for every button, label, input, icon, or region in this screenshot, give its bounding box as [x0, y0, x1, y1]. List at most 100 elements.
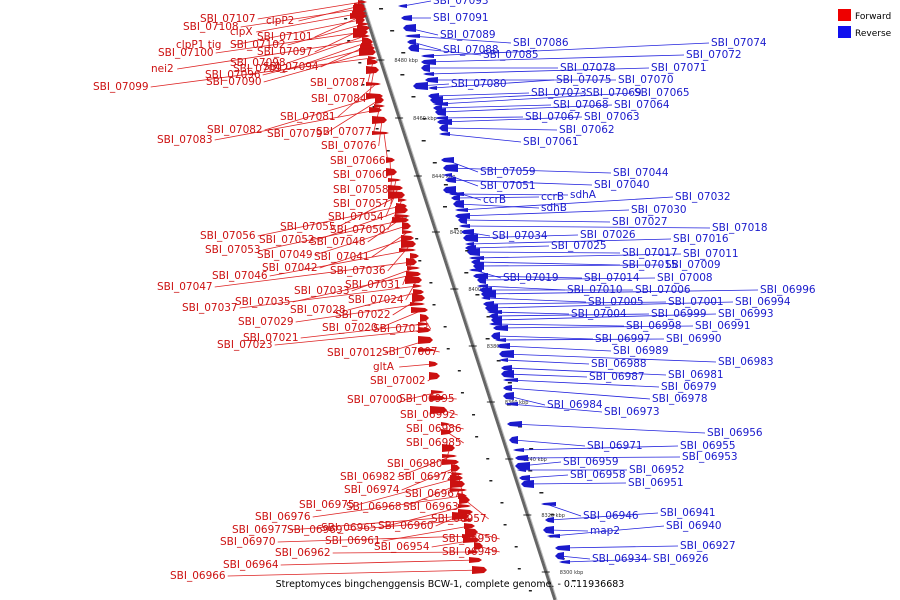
reverse-gene-label[interactable]: SBI_07004: [571, 308, 627, 320]
forward-gene-label[interactable]: SBI_06960: [378, 520, 434, 532]
reverse-gene-label[interactable]: SBI_07026: [580, 229, 636, 241]
forward-gene-label[interactable]: SBI_07029: [238, 316, 294, 328]
forward-gene-label[interactable]: SBI_07000: [347, 394, 403, 406]
forward-gene-label[interactable]: SBI_07101: [257, 31, 313, 43]
forward-gene-label[interactable]: SBI_07047: [157, 281, 213, 293]
forward-gene-label[interactable]: clpP1 tig: [176, 39, 221, 51]
reverse-gene-label[interactable]: SBI_07005: [588, 296, 644, 308]
reverse-gene-label[interactable]: SBI_07025: [551, 240, 607, 252]
reverse-gene-label[interactable]: SBI_07085: [483, 49, 539, 61]
reverse-gene-label[interactable]: SBI_07075: [556, 74, 612, 86]
reverse-gene-label[interactable]: SBI_07018: [712, 222, 768, 234]
forward-gene-label[interactable]: SBI_07054: [328, 211, 384, 223]
reverse-gene-label[interactable]: SBI_06996: [760, 284, 816, 296]
forward-gene-label[interactable]: SBI_06970: [220, 536, 276, 548]
forward-gene-label[interactable]: SBI_07036: [330, 265, 386, 277]
forward-gene-label[interactable]: gltA: [373, 361, 395, 373]
reverse-gene-label[interactable]: SBI_07019: [503, 272, 559, 284]
forward-gene-label[interactable]: SBI_07107: [200, 13, 256, 25]
forward-gene-label[interactable]: SBI_06975: [299, 499, 355, 511]
forward-gene-label[interactable]: SBI_07102: [230, 39, 286, 51]
forward-gene-label[interactable]: SBI_07096: [205, 69, 261, 81]
reverse-gene-label[interactable]: ccrB: [483, 194, 506, 206]
forward-gene-label[interactable]: SBI_06992: [400, 409, 456, 421]
forward-gene-label[interactable]: SBI_07060: [333, 169, 389, 181]
forward-gene-label[interactable]: SBI_07079: [267, 128, 323, 140]
reverse-gene-label[interactable]: SBI_06994: [735, 296, 791, 308]
forward-gene-label[interactable]: SBI_06969: [287, 524, 343, 536]
forward-gene-label[interactable]: SBI_07020: [322, 322, 378, 334]
forward-gene-label[interactable]: SBI_07037: [182, 302, 238, 314]
forward-gene-label[interactable]: SBI_07099: [93, 81, 149, 93]
reverse-gene-label[interactable]: SBI_07009: [665, 259, 721, 271]
forward-gene-label[interactable]: SBI_06995: [399, 393, 455, 405]
reverse-gene-label[interactable]: SBI_06959: [563, 456, 619, 468]
reverse-gene-label[interactable]: SBI_07016: [673, 233, 729, 245]
reverse-gene-label[interactable]: SBI_07008: [657, 272, 713, 284]
reverse-gene-label[interactable]: SBI_06988: [591, 358, 647, 370]
reverse-gene-label[interactable]: SBI_07001: [668, 296, 724, 308]
forward-gene-label[interactable]: SBI_07076: [321, 140, 377, 152]
reverse-gene-label[interactable]: SBI_07030: [631, 204, 687, 216]
reverse-gene-label[interactable]: SBI_06946: [583, 510, 639, 522]
reverse-gene-label[interactable]: SBI_07067: [525, 111, 581, 123]
forward-gene-label[interactable]: SBI_06962: [275, 547, 331, 559]
forward-gene-label[interactable]: SBI_07048: [310, 236, 366, 248]
reverse-gene-label[interactable]: SBI_06999: [651, 308, 707, 320]
reverse-gene-label[interactable]: SBI_06998: [626, 320, 682, 332]
reverse-gene-label[interactable]: SBI_07062: [559, 124, 615, 136]
forward-gene-label[interactable]: SBI_07100: [158, 47, 214, 59]
forward-gene-label[interactable]: SBI_06982: [340, 471, 396, 483]
reverse-gene-label[interactable]: SBI_06940: [666, 520, 722, 532]
forward-gene-label[interactable]: SBI_07108: [183, 21, 239, 33]
forward-gene-label[interactable]: SBI_06949: [442, 546, 498, 558]
forward-gene-label[interactable]: SBI_07053: [205, 244, 261, 256]
forward-gene-label[interactable]: SBI_07022: [335, 309, 391, 321]
reverse-gene-label[interactable]: SBI_06991: [695, 320, 751, 332]
reverse-gene-label[interactable]: SBI_07071: [651, 62, 707, 74]
forward-gene-label[interactable]: SBI_07031: [345, 279, 401, 291]
reverse-gene-label[interactable]: SBI_06989: [613, 345, 669, 357]
forward-gene-label[interactable]: SBI_07035: [235, 296, 291, 308]
forward-gene-label[interactable]: SBI_07002: [370, 375, 426, 387]
forward-gene-label[interactable]: SBI_06972: [398, 471, 454, 483]
reverse-gene-label[interactable]: SBI_06993: [718, 308, 774, 320]
reverse-gene-label[interactable]: SBI_07034: [492, 230, 548, 242]
forward-gene-label[interactable]: SBI_07049: [257, 249, 313, 261]
reverse-gene-label[interactable]: SBI_07006: [635, 284, 691, 296]
forward-gene-label[interactable]: SBI_07056: [200, 230, 256, 242]
reverse-gene-label[interactable]: SBI_06981: [668, 369, 724, 381]
forward-gene-label[interactable]: SBI_07077: [316, 126, 372, 138]
reverse-gene-label[interactable]: SBI_07068: [553, 99, 609, 111]
forward-gene-label[interactable]: SBI_06961: [325, 535, 381, 547]
reverse-gene-label[interactable]: SBI_07093: [433, 0, 489, 7]
reverse-gene-label[interactable]: SBI_06978: [652, 393, 708, 405]
reverse-gene-label[interactable]: SBI_07040: [594, 179, 650, 191]
forward-gene-label[interactable]: SBI_07083: [157, 134, 213, 146]
forward-gene-label[interactable]: SBI_07050: [330, 224, 386, 236]
reverse-gene-label[interactable]: SBI_06926: [653, 553, 709, 565]
reverse-gene-label[interactable]: SBI_07089: [440, 29, 496, 41]
forward-gene-label[interactable]: SBI_07021: [243, 332, 299, 344]
reverse-gene-label[interactable]: SBI_06934: [592, 553, 648, 565]
reverse-gene-label[interactable]: SBI_06953: [682, 451, 738, 463]
forward-gene-label[interactable]: SBI_07084: [311, 93, 367, 105]
forward-gene-label[interactable]: SBI_06974: [344, 484, 400, 496]
forward-gene-label[interactable]: SBI_07033: [294, 285, 350, 297]
forward-gene-label[interactable]: SBI_07023: [217, 339, 273, 351]
reverse-gene-label[interactable]: SBI_07044: [613, 167, 669, 179]
reverse-gene-label[interactable]: SBI_07072: [686, 49, 742, 61]
reverse-gene-label[interactable]: SBI_06956: [707, 427, 763, 439]
forward-gene-label[interactable]: SBI_07046: [212, 270, 268, 282]
reverse-gene-label[interactable]: ccrB: [541, 191, 564, 203]
reverse-gene-label[interactable]: SBI_07064: [614, 99, 670, 111]
forward-gene-label[interactable]: SBI_07090: [206, 76, 262, 88]
reverse-gene-label[interactable]: SBI_07080: [451, 78, 507, 90]
forward-gene-label[interactable]: SBI_07055: [280, 221, 336, 233]
forward-gene-label[interactable]: SBI_06965: [321, 522, 377, 534]
reverse-gene-label[interactable]: SBI_07069: [586, 87, 642, 99]
reverse-gene-label[interactable]: SBI_07088: [443, 44, 499, 56]
forward-gene-label[interactable]: SBI_06963: [403, 501, 459, 513]
reverse-gene-label[interactable]: SBI_06927: [680, 540, 736, 552]
reverse-gene-label[interactable]: SBI_07032: [675, 191, 731, 203]
